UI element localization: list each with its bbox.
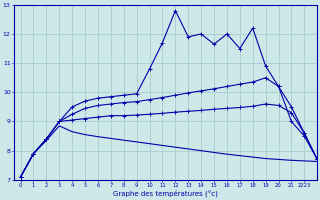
X-axis label: Graphe des températures (°c): Graphe des températures (°c) <box>113 190 218 197</box>
